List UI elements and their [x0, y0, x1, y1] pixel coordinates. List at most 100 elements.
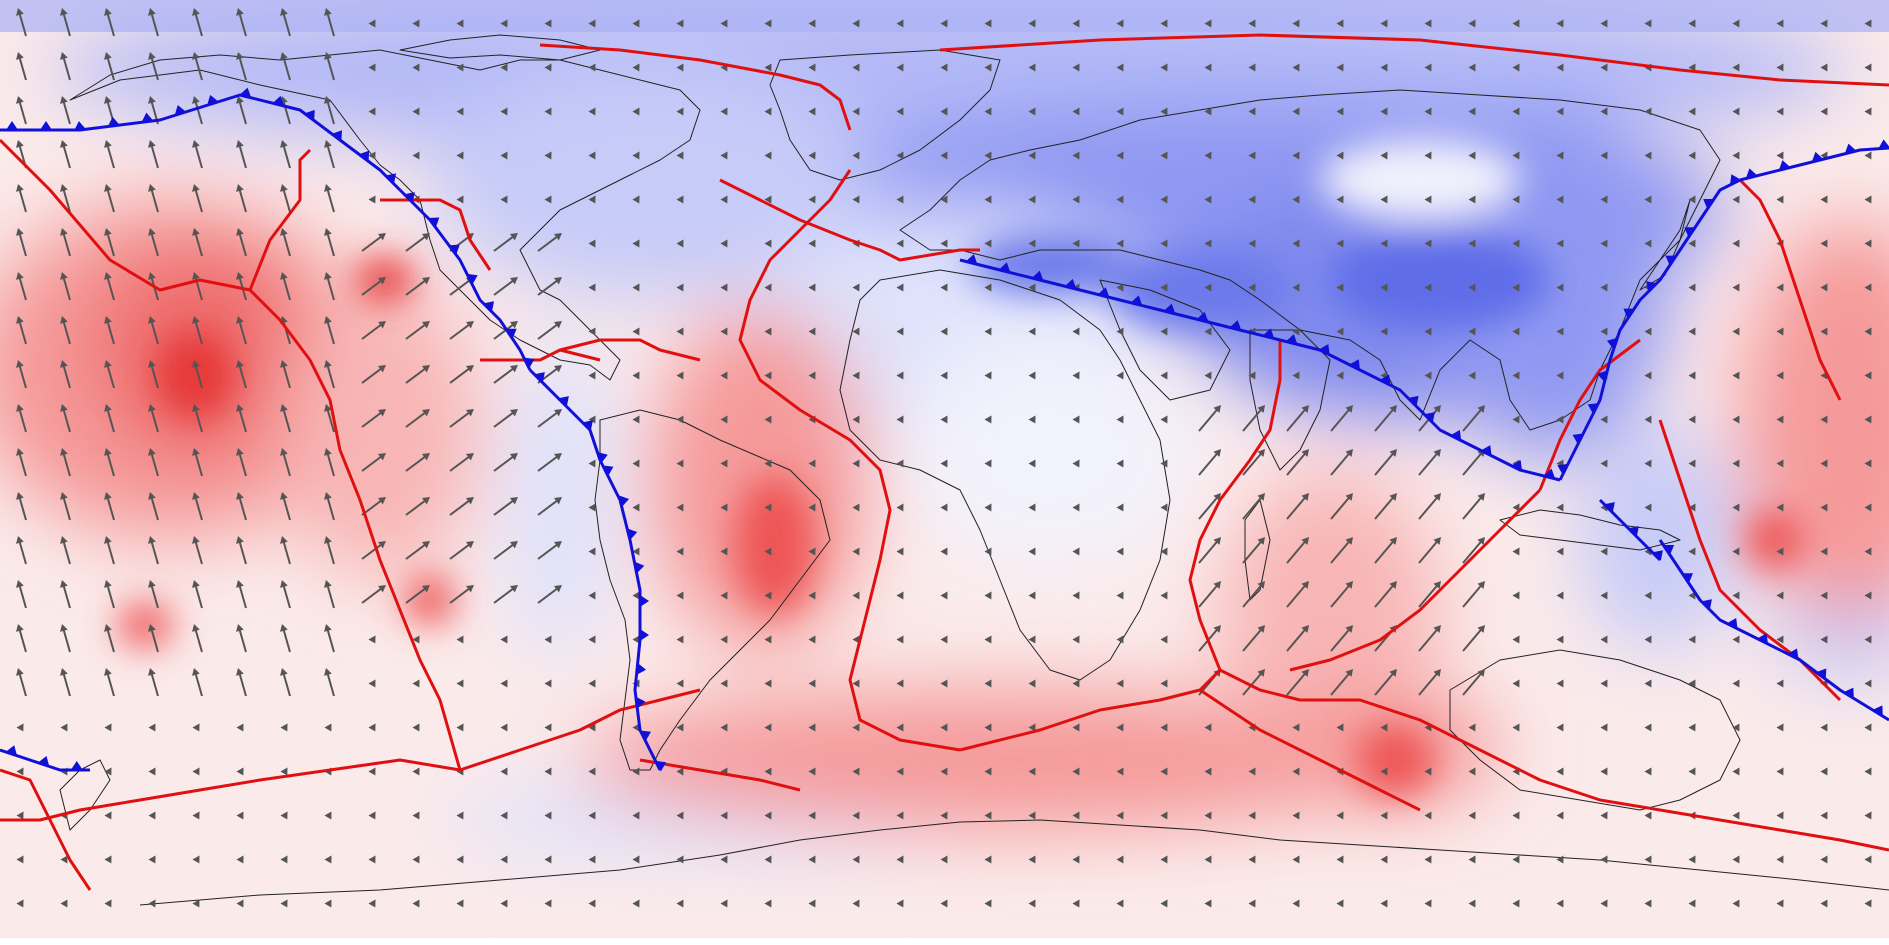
velocity-arrow-shaft	[1286, 406, 1308, 432]
velocity-arrow-head	[544, 151, 552, 160]
velocity-arrow-head	[1028, 371, 1036, 380]
velocity-arrow-head	[588, 899, 596, 908]
velocity-arrow-head	[236, 767, 244, 776]
velocity-arrow-head	[280, 536, 288, 544]
velocity-arrow-head	[1160, 547, 1168, 556]
velocity-arrow-head	[16, 448, 24, 456]
velocity-arrow-head	[1160, 899, 1168, 908]
velocity-arrow-head	[940, 63, 948, 72]
velocity-arrow-head	[280, 723, 288, 732]
velocity-arrow-head	[720, 151, 728, 160]
velocity-arrow-head	[1204, 767, 1212, 776]
velocity-arrow-head	[1776, 283, 1784, 292]
velocity-arrow-head	[676, 151, 684, 160]
velocity-arrow-head	[554, 277, 562, 285]
velocity-arrow-head	[1213, 449, 1221, 457]
velocity-arrow-head	[1644, 151, 1652, 160]
velocity-arrow-head	[632, 415, 640, 424]
velocity-arrow-head	[1556, 855, 1564, 864]
velocity-arrow-head	[632, 767, 640, 776]
velocity-arrow-head	[1776, 371, 1784, 380]
velocity-arrow-head	[1389, 449, 1397, 457]
velocity-arrow-head	[280, 624, 288, 632]
velocity-arrow-head	[1433, 449, 1441, 457]
velocity-arrow-head	[16, 811, 24, 820]
subduction-tooth	[1285, 334, 1298, 345]
velocity-arrow-head	[500, 767, 508, 776]
velocity-arrow-head	[852, 767, 860, 776]
velocity-arrow-head	[148, 767, 156, 776]
velocity-arrow-head	[1160, 723, 1168, 732]
velocity-arrow-shaft	[105, 10, 115, 37]
velocity-arrow-head	[192, 536, 200, 544]
velocity-arrow-head	[1160, 195, 1168, 204]
velocity-arrow-head	[896, 327, 904, 336]
subduction-teeth-layer	[5, 87, 1889, 772]
subduction-tooth	[640, 629, 649, 642]
velocity-arrow-head	[236, 855, 244, 864]
subduction-tooth	[1543, 468, 1556, 479]
velocity-arrow-shaft	[1374, 406, 1396, 432]
velocity-arrow-head	[1600, 899, 1608, 908]
velocity-arrow-head	[1864, 503, 1872, 512]
velocity-arrow-head	[1380, 855, 1388, 864]
velocity-arrow-head	[940, 371, 948, 380]
arabia-coast	[1099, 279, 1231, 401]
velocity-arrow-shaft	[405, 497, 429, 516]
velocity-arrow-head	[1600, 327, 1608, 336]
velocity-arrow-head	[1556, 19, 1564, 28]
velocity-arrow-head	[1204, 811, 1212, 820]
velocity-arrow-head	[764, 723, 772, 732]
velocity-arrow-head	[1820, 63, 1828, 72]
velocity-arrow-head	[1160, 371, 1168, 380]
velocity-arrow-head	[236, 536, 244, 544]
velocity-arrow-shaft	[449, 541, 473, 560]
velocity-arrow-head	[1204, 239, 1212, 248]
velocity-arrow-shaft	[325, 406, 335, 433]
velocity-arrow-head	[1433, 625, 1441, 633]
velocity-arrow-head	[1336, 283, 1344, 292]
velocity-arrow-head	[148, 316, 156, 324]
velocity-arrow-head	[16, 184, 24, 192]
velocity-arrow-head	[676, 547, 684, 556]
velocity-arrow-shaft	[1198, 494, 1220, 520]
velocity-arrow-shaft	[325, 362, 335, 389]
velocity-arrow-shaft	[1418, 626, 1440, 652]
velocity-arrow-shaft	[61, 406, 71, 433]
velocity-arrow-head	[236, 140, 244, 148]
velocity-arrow-head	[896, 283, 904, 292]
velocity-arrow-head	[984, 19, 992, 28]
velocity-arrow-head	[192, 811, 200, 820]
velocity-arrow-head	[1820, 767, 1828, 776]
velocity-arrow-head	[940, 547, 948, 556]
velocity-arrow-head	[1072, 855, 1080, 864]
velocity-arrow-head	[1600, 195, 1608, 204]
velocity-arrow-shaft	[149, 626, 159, 653]
subduction-tooth	[70, 761, 83, 770]
velocity-arrow-head	[896, 899, 904, 908]
velocity-arrow-head	[1204, 195, 1212, 204]
velocity-arrow-head	[1820, 459, 1828, 468]
velocity-arrow-head	[1116, 63, 1124, 72]
velocity-arrow-head	[554, 365, 562, 373]
velocity-arrow-head	[1116, 239, 1124, 248]
velocity-arrow-head	[1213, 405, 1221, 413]
velocity-arrow-head	[896, 195, 904, 204]
velocity-arrow-head	[764, 767, 772, 776]
velocity-arrow-head	[984, 327, 992, 336]
velocity-arrow-head	[236, 184, 244, 192]
velocity-arrow-head	[1248, 855, 1256, 864]
velocity-arrow-head	[510, 409, 518, 417]
velocity-arrow-head	[940, 503, 948, 512]
velocity-arrow-head	[1028, 459, 1036, 468]
africa-coast	[839, 269, 1171, 681]
velocity-arrow-head	[324, 360, 332, 368]
velocity-arrow-shaft	[105, 186, 115, 213]
velocity-arrow-head	[1072, 547, 1080, 556]
velocity-arrow-head	[1160, 503, 1168, 512]
velocity-arrow-head	[324, 855, 332, 864]
velocity-arrow-head	[1732, 547, 1740, 556]
velocity-arrow-shaft	[1286, 494, 1308, 520]
velocity-arrow-shaft	[1374, 670, 1396, 696]
velocity-arrow-head	[720, 371, 728, 380]
